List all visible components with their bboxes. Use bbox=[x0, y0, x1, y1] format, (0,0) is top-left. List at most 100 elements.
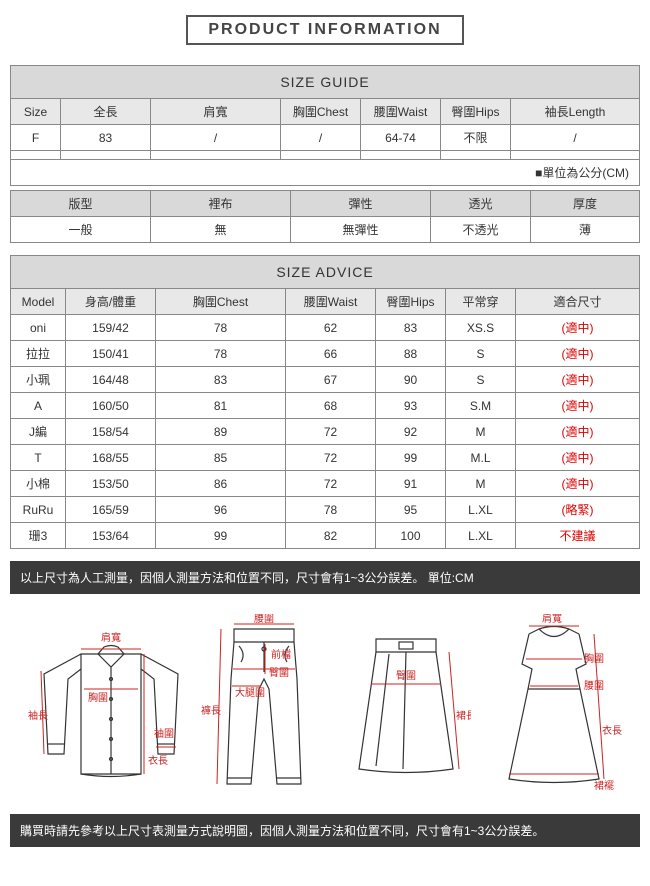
cell: 95 bbox=[376, 497, 446, 523]
label-length: 褲長 bbox=[201, 704, 221, 717]
cell: 小珮 bbox=[11, 367, 66, 393]
label-chest: 胸圍 bbox=[88, 691, 108, 704]
col-chest: 胸圍Chest bbox=[281, 99, 361, 125]
col-fit: 版型 bbox=[11, 191, 151, 217]
cell: M bbox=[446, 471, 516, 497]
cell: 86 bbox=[156, 471, 286, 497]
cell: 不限 bbox=[441, 125, 511, 151]
cell: 拉拉 bbox=[11, 341, 66, 367]
label-front: 前檔 bbox=[271, 648, 291, 661]
cell: M.L bbox=[446, 445, 516, 471]
cell: 90 bbox=[376, 367, 446, 393]
col-hips: 臀圍Hips bbox=[376, 289, 446, 315]
measurement-note-2: 購買時請先參考以上尺寸表測量方式說明圖，因個人測量方法和位置不同，尺寸會有1~3… bbox=[10, 814, 640, 847]
cell: 不透光 bbox=[431, 217, 531, 243]
col-size: Size bbox=[11, 99, 61, 125]
cell: (適中) bbox=[516, 445, 640, 471]
cell: 72 bbox=[286, 419, 376, 445]
cell: 67 bbox=[286, 367, 376, 393]
cell: 81 bbox=[156, 393, 286, 419]
cell: S.M bbox=[446, 393, 516, 419]
col-length: 全長 bbox=[61, 99, 151, 125]
cell: 100 bbox=[376, 523, 446, 549]
measurement-diagrams: 肩寬 胸圍 袖長 袖圍 衣長 腰圍 前檔 臀圍 bbox=[10, 594, 640, 814]
col-lining: 裡布 bbox=[151, 191, 291, 217]
cell: 無 bbox=[151, 217, 291, 243]
size-advice-header: SIZE ADVICE bbox=[11, 256, 640, 289]
col-waist: 腰圍Waist bbox=[286, 289, 376, 315]
label-waist: 腰圍 bbox=[254, 614, 274, 625]
cell: M bbox=[446, 419, 516, 445]
col-waist: 腰圍Waist bbox=[361, 99, 441, 125]
cell: L.XL bbox=[446, 523, 516, 549]
measurement-note-1: 以上尺寸為人工測量，因個人測量方法和位置不同，尺寸會有1~3公分誤差。 單位:C… bbox=[10, 561, 640, 594]
cell: 78 bbox=[286, 497, 376, 523]
cell: J編 bbox=[11, 419, 66, 445]
skirt-diagram: 臀圍 裙長 bbox=[341, 624, 471, 784]
cell: 78 bbox=[156, 315, 286, 341]
col-usual: 平常穿 bbox=[446, 289, 516, 315]
cell: F bbox=[11, 125, 61, 151]
cell: S bbox=[446, 341, 516, 367]
cell: 93 bbox=[376, 393, 446, 419]
cell: 88 bbox=[376, 341, 446, 367]
cell: T bbox=[11, 445, 66, 471]
cell: 153/50 bbox=[66, 471, 156, 497]
cell: 160/50 bbox=[66, 393, 156, 419]
cell: 153/64 bbox=[66, 523, 156, 549]
cell: oni bbox=[11, 315, 66, 341]
cell: 83 bbox=[376, 315, 446, 341]
cell: 薄 bbox=[531, 217, 640, 243]
col-sheer: 透光 bbox=[431, 191, 531, 217]
cell: XS.S bbox=[446, 315, 516, 341]
cell: / bbox=[151, 125, 281, 151]
label-shoulder: 肩寬 bbox=[542, 614, 562, 625]
size-guide-table: SIZE GUIDE Size 全長 肩寬 胸圍Chest 腰圍Waist 臀圍… bbox=[10, 65, 640, 186]
size-advice-table: SIZE ADVICE Model 身高/體重 胸圍Chest 腰圍Waist … bbox=[10, 255, 640, 549]
cell: 165/59 bbox=[66, 497, 156, 523]
cell: (適中) bbox=[516, 341, 640, 367]
col-chest: 胸圍Chest bbox=[156, 289, 286, 315]
cell: 無彈性 bbox=[291, 217, 431, 243]
cell: 83 bbox=[61, 125, 151, 151]
label-length: 衣長 bbox=[148, 754, 168, 767]
label-hip: 臀圍 bbox=[269, 667, 289, 679]
cell: 不建議 bbox=[516, 523, 640, 549]
dress-diagram: 肩寬 胸圍 腰圍 衣長 裙襬 bbox=[484, 614, 624, 794]
page-title: PRODUCT INFORMATION bbox=[186, 15, 463, 45]
cell: 66 bbox=[286, 341, 376, 367]
cell: 82 bbox=[286, 523, 376, 549]
col-fit-advice: 適合尺寸 bbox=[516, 289, 640, 315]
label-waist: 腰圍 bbox=[584, 680, 604, 692]
cell: A bbox=[11, 393, 66, 419]
cell: 150/41 bbox=[66, 341, 156, 367]
col-stretch: 彈性 bbox=[291, 191, 431, 217]
col-sleeve: 袖長Length bbox=[511, 99, 640, 125]
col-height-weight: 身高/體重 bbox=[66, 289, 156, 315]
cell: S bbox=[446, 367, 516, 393]
label-shoulder: 肩寬 bbox=[101, 631, 121, 644]
cell: 一般 bbox=[11, 217, 151, 243]
cell: 99 bbox=[376, 445, 446, 471]
cell: RuRu bbox=[11, 497, 66, 523]
cell: 164/48 bbox=[66, 367, 156, 393]
cell: 78 bbox=[156, 341, 286, 367]
col-hips: 臀圍Hips bbox=[441, 99, 511, 125]
cell: 62 bbox=[286, 315, 376, 341]
fabric-table: 版型 裡布 彈性 透光 厚度 一般 無 無彈性 不透光 薄 bbox=[10, 190, 640, 243]
label-length: 裙長 bbox=[456, 709, 471, 722]
cell: (適中) bbox=[516, 471, 640, 497]
label-thigh: 大腿圍 bbox=[235, 686, 265, 699]
cell: 91 bbox=[376, 471, 446, 497]
cell: 168/55 bbox=[66, 445, 156, 471]
col-shoulder: 肩寬 bbox=[151, 99, 281, 125]
col-model: Model bbox=[11, 289, 66, 315]
cell: 96 bbox=[156, 497, 286, 523]
cell: (適中) bbox=[516, 315, 640, 341]
unit-note: ■單位為公分(CM) bbox=[11, 160, 640, 186]
cell: (適中) bbox=[516, 393, 640, 419]
cell: 89 bbox=[156, 419, 286, 445]
cell: 92 bbox=[376, 419, 446, 445]
cell: 158/54 bbox=[66, 419, 156, 445]
label-cuff: 袖圍 bbox=[154, 727, 174, 740]
